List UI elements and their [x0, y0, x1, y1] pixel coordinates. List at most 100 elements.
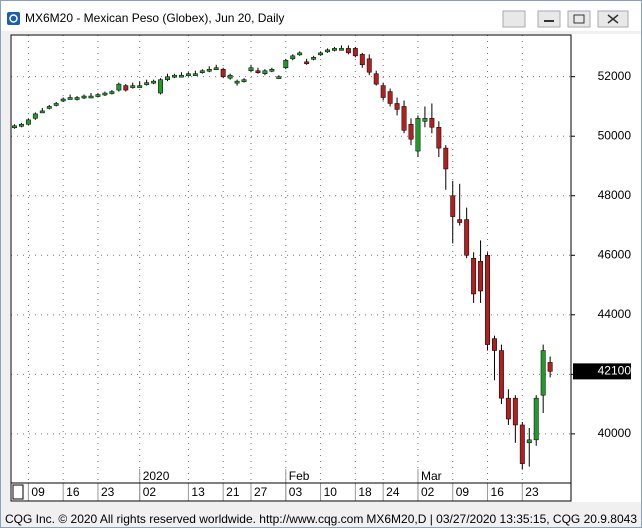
period-label: Feb	[289, 469, 310, 483]
candle-body	[25, 119, 31, 125]
candle-body	[192, 73, 198, 76]
candle-body	[540, 350, 546, 396]
candle-body	[332, 48, 337, 51]
candle-body	[123, 85, 129, 91]
candle-body	[158, 79, 164, 94]
current-price-label: 42100	[598, 364, 632, 378]
candle-body	[60, 98, 66, 102]
candle-body	[373, 73, 379, 85]
candle-body	[109, 91, 115, 94]
candle-body	[498, 350, 504, 399]
close-glyph	[607, 14, 619, 24]
candle-body	[318, 52, 324, 56]
maximize-button[interactable]	[567, 10, 591, 28]
candle-body	[422, 118, 428, 122]
candle-body	[359, 54, 365, 66]
candle-body	[311, 57, 317, 60]
candle-body	[213, 67, 219, 70]
candle-body	[178, 74, 184, 78]
candle-body	[436, 127, 442, 149]
candle-body	[401, 106, 407, 131]
candle-body	[533, 397, 539, 441]
candle-body	[415, 118, 421, 152]
x-tick-label: 27	[254, 485, 268, 499]
candle-body	[12, 125, 17, 129]
candle-body	[32, 113, 38, 119]
y-tick-label: 44000	[598, 307, 632, 321]
candle-body	[408, 124, 414, 140]
x-tick-label: 23	[525, 485, 539, 499]
y-tick-label: 50000	[598, 128, 632, 142]
y-tick-label: 46000	[598, 247, 632, 261]
candle-body	[394, 103, 400, 110]
candle-body	[241, 79, 247, 82]
x-tick-label: 18	[358, 485, 372, 499]
candle-body	[102, 92, 108, 96]
candle-body	[67, 97, 73, 100]
footer-right: MX6M20,D | 03/27/2020 13:35:15, CQG 20.9…	[366, 512, 637, 526]
x-tick-label: 16	[491, 485, 505, 499]
candle-body	[74, 97, 80, 100]
period-label: 2020	[143, 469, 170, 483]
candle-body	[366, 58, 372, 73]
x-tick-label: 02	[143, 485, 157, 499]
window-title: MX6M20 - Mexican Peso (Globex), Jun 20, …	[25, 11, 284, 25]
x-tick-label: 13	[191, 485, 205, 499]
candle-body	[457, 219, 463, 223]
candle-body	[387, 91, 393, 104]
candle-body	[526, 439, 532, 444]
candle-body	[137, 85, 143, 88]
candle-body	[116, 83, 122, 91]
candle-body	[220, 68, 226, 77]
y-tick-label: 52000	[598, 69, 632, 83]
current-price-box	[573, 363, 631, 380]
candle-body	[519, 424, 525, 464]
candle-body	[130, 85, 136, 88]
candle-body	[276, 76, 282, 79]
candle-body	[304, 61, 310, 65]
candle-body	[325, 49, 330, 53]
candle-body	[81, 95, 87, 99]
candle-body	[255, 70, 261, 73]
title-bar	[1, 1, 641, 31]
candle-body	[88, 95, 94, 99]
x-tick-label: 10	[324, 485, 338, 499]
candle-body	[512, 397, 518, 426]
x-axis-frame	[10, 482, 572, 502]
candle-body	[478, 260, 484, 292]
app-icon	[7, 12, 20, 25]
candle-body	[227, 74, 233, 79]
candle-body	[352, 48, 358, 57]
candle-body	[262, 70, 268, 74]
candle-body	[485, 255, 490, 345]
minimize-button[interactable]	[537, 10, 561, 28]
x-tick-label: 02	[421, 485, 435, 499]
chart-background	[10, 34, 641, 502]
candle-body	[234, 80, 240, 84]
footer-left: CQG Inc. © 2020 All rights reserved worl…	[5, 512, 363, 526]
x-tick-label: 09	[31, 485, 45, 499]
candle-body	[464, 219, 470, 256]
y-tick-label: 40000	[598, 426, 632, 440]
link-button[interactable]	[502, 10, 526, 28]
candle-body	[380, 85, 386, 98]
candle-body	[39, 110, 45, 114]
candle-body	[492, 338, 497, 351]
candle-body	[185, 73, 191, 76]
candle-body	[165, 76, 170, 80]
candle-body	[172, 74, 177, 78]
candle-body	[345, 48, 351, 54]
x-tick-label: 24	[386, 485, 400, 499]
x-tick-label: 23	[101, 485, 115, 499]
candle-body	[338, 48, 344, 51]
candle-body	[95, 94, 101, 97]
x-tick-label: 21	[226, 485, 240, 499]
candle-body	[471, 258, 477, 295]
x-tick-label: 09	[456, 485, 470, 499]
candle-body	[450, 195, 456, 217]
maximize-glyph	[573, 14, 585, 24]
candle-body	[283, 60, 289, 68]
candle-body	[18, 124, 24, 127]
